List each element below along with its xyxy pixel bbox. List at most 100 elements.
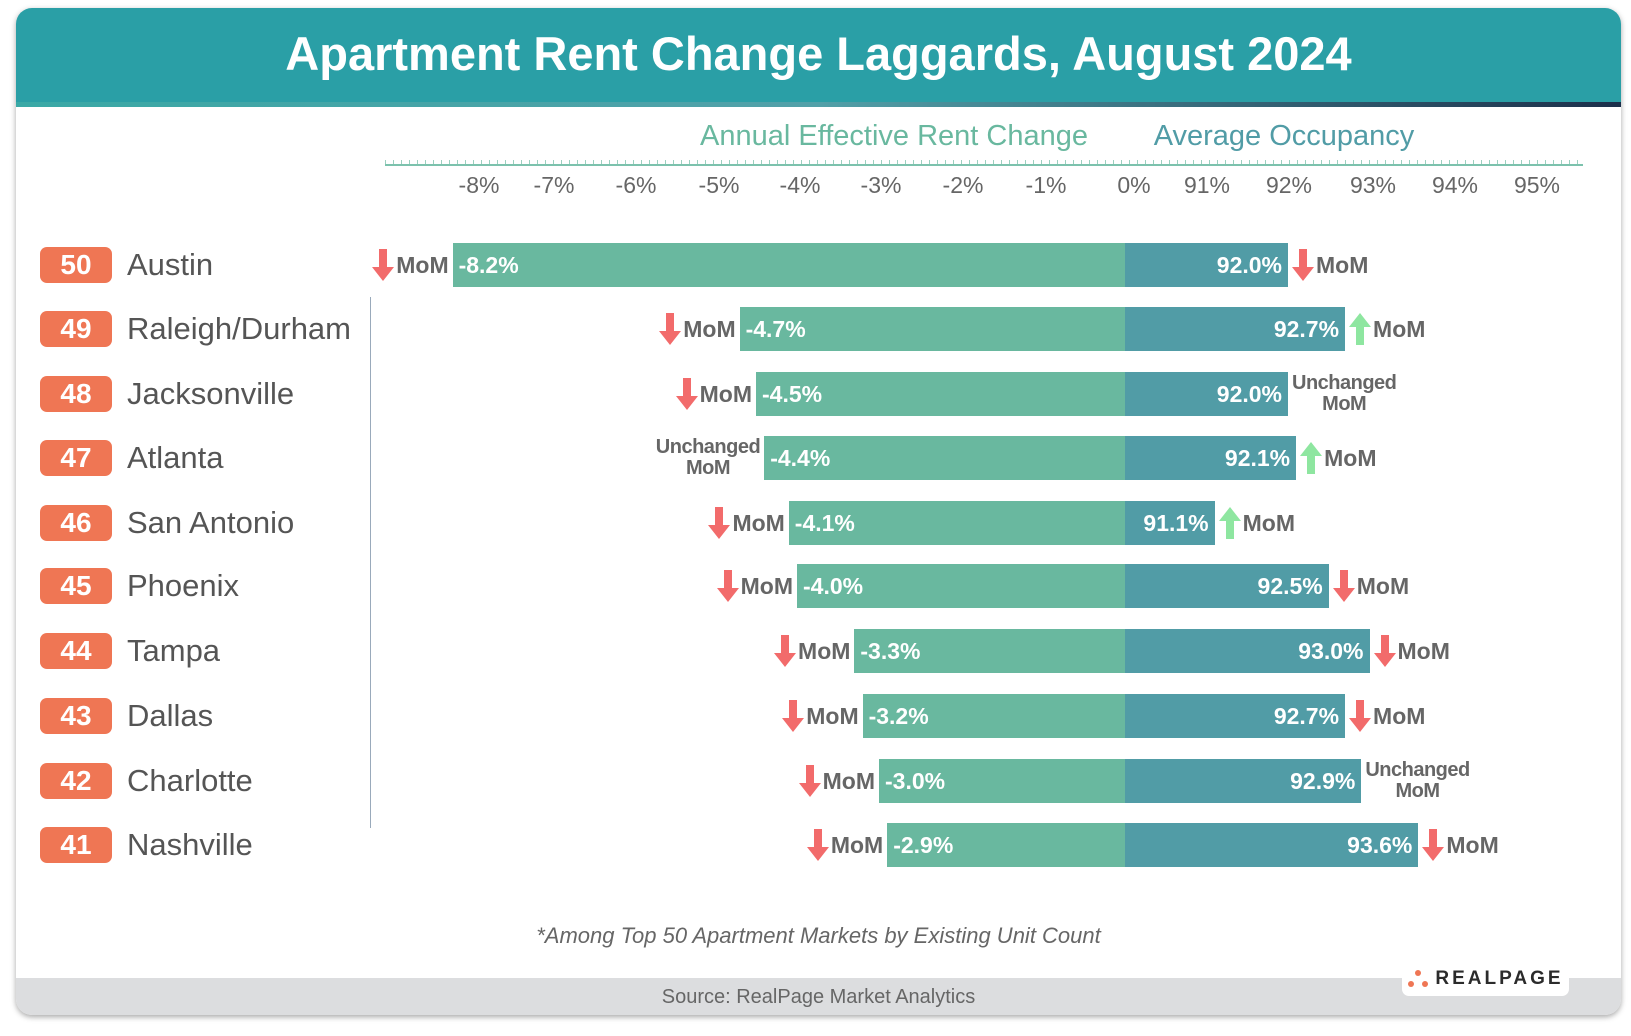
city-name: San Antonio (127, 505, 295, 540)
rent-mom-indicator: MoM (798, 759, 875, 803)
occupancy-bar: 92.0% (1125, 243, 1288, 287)
occupancy-bar: 93.6% (1125, 823, 1419, 867)
logo-dots-icon (1408, 969, 1429, 987)
occupancy-bar: 93.0% (1125, 629, 1370, 673)
mom-text: MoM (740, 572, 793, 599)
axis-ruler (385, 160, 1583, 166)
up-arrow-icon (1300, 442, 1323, 474)
mom-text: MoM (1242, 509, 1296, 536)
city-name: Phoenix (127, 568, 240, 603)
rent-tick-label: -4% (779, 172, 821, 198)
rank-badge: 45 (40, 568, 112, 604)
occupancy-bar: 92.7% (1125, 307, 1346, 351)
rent-tick-label: -1% (1025, 172, 1067, 198)
occ-mom-indicator: MoM (1300, 436, 1377, 480)
rent-change-bar: -2.9% (887, 823, 1125, 867)
up-arrow-icon (1218, 507, 1241, 539)
rank-badge: 44 (40, 633, 112, 669)
occ-mom-indicator: Unchanged MoM (1365, 759, 1470, 803)
rent-change-subtitle: Annual Effective Rent Change (699, 120, 1089, 152)
separator-line (370, 297, 371, 828)
mom-text: MoM (1373, 702, 1426, 729)
city-name: Jacksonville (127, 376, 295, 411)
unchanged-text: Unchanged (1365, 759, 1470, 781)
occ-mom-indicator: Unchanged MoM (1292, 372, 1397, 416)
chart-title: Apartment Rent Change Laggards, August 2… (285, 27, 1352, 80)
occupancy-subtitle: Average Occupancy (1153, 120, 1415, 152)
rank-badge: 42 (40, 763, 112, 799)
header-band: Apartment Rent Change Laggards, August 2… (16, 8, 1621, 107)
city-name: Dallas (127, 698, 214, 733)
rent-mom-indicator: Unchanged MoM (656, 436, 761, 480)
occupancy-bar: 92.7% (1125, 694, 1346, 738)
rent-mom-indicator: MoM (806, 823, 884, 867)
down-arrow-icon (1422, 829, 1445, 861)
rent-tick-label: -3% (860, 172, 902, 198)
down-arrow-icon (659, 313, 682, 345)
rent-tick-label: -5% (698, 172, 740, 198)
occ-mom-indicator: MoM (1349, 307, 1425, 351)
rent-tick-label: -6% (615, 172, 657, 198)
mom-text: MoM (1395, 780, 1441, 802)
occupancy-tick-label: 94% (1431, 172, 1479, 198)
rent-mom-indicator: MoM (708, 501, 785, 545)
unchanged-mom-label: Unchanged MoM (656, 437, 761, 479)
rent-change-bar: -3.3% (854, 629, 1125, 673)
rank-badge: 47 (40, 440, 112, 476)
realpage-logo: REALPAGE (1402, 961, 1569, 996)
mom-text: MoM (1397, 637, 1450, 664)
unchanged-mom-label: Unchanged MoM (1292, 373, 1397, 415)
city-name: Nashville (127, 827, 253, 862)
infographic-card: Apartment Rent Change Laggards, August 2… (16, 8, 1621, 1015)
rank-badge: 41 (40, 827, 112, 863)
occupancy-bar: 91.1% (1125, 501, 1215, 545)
down-arrow-icon (806, 829, 829, 861)
rank-badge: 46 (40, 505, 112, 541)
occupancy-tick-label: 91% (1183, 172, 1231, 198)
mom-text: MoM (1316, 251, 1369, 278)
rent-mom-indicator: MoM (774, 629, 850, 673)
rent-change-bar: -3.0% (879, 759, 1125, 803)
source-text: Source: RealPage Market Analytics (661, 986, 976, 1008)
occupancy-bar: 92.5% (1125, 564, 1329, 608)
city-name: Raleigh/Durham (127, 311, 351, 346)
rent-tick-label: 0% (1117, 172, 1151, 198)
down-arrow-icon (1332, 570, 1355, 602)
mom-text: MoM (1446, 831, 1499, 858)
mom-text: MoM (1322, 393, 1367, 415)
down-arrow-icon (1373, 635, 1396, 667)
rent-change-bar: -4.4% (764, 436, 1125, 480)
rent-change-bar: -4.0% (797, 564, 1125, 608)
occupancy-bar: 92.1% (1125, 436, 1297, 480)
city-name: Atlanta (127, 440, 224, 475)
rent-change-bar: -3.2% (862, 694, 1125, 738)
rent-mom-indicator: MoM (675, 372, 752, 416)
occ-mom-indicator: MoM (1373, 629, 1450, 673)
rent-mom-indicator: MoM (372, 243, 449, 287)
mom-text: MoM (683, 315, 736, 342)
down-arrow-icon (1349, 700, 1372, 732)
rent-change-bar: -4.5% (756, 372, 1125, 416)
mom-text: MoM (830, 831, 884, 858)
mom-text: MoM (396, 251, 449, 278)
down-arrow-icon (675, 378, 698, 410)
rank-badge: 50 (40, 247, 112, 283)
rent-change-bar: -4.7% (739, 307, 1125, 351)
rent-tick-label: -2% (942, 172, 984, 198)
city-name: Tampa (127, 633, 221, 668)
occ-mom-indicator: MoM (1349, 694, 1425, 738)
occ-mom-indicator: MoM (1218, 501, 1296, 545)
occupancy-tick-label: 93% (1349, 172, 1397, 198)
occ-mom-indicator: MoM (1422, 823, 1499, 867)
city-name: Charlotte (127, 763, 253, 798)
footnote: *Among Top 50 Apartment Markets by Exist… (536, 923, 1101, 948)
footer-band (16, 978, 1621, 1015)
rent-change-bar: -4.1% (788, 501, 1125, 545)
mom-text: MoM (685, 457, 731, 479)
rank-badge: 43 (40, 698, 112, 734)
mom-text: MoM (732, 509, 785, 536)
occupancy-tick-label: 92% (1265, 172, 1313, 198)
occ-mom-indicator: MoM (1292, 243, 1368, 287)
rent-change-bar: -8.2% (452, 243, 1125, 287)
down-arrow-icon (1292, 249, 1314, 281)
